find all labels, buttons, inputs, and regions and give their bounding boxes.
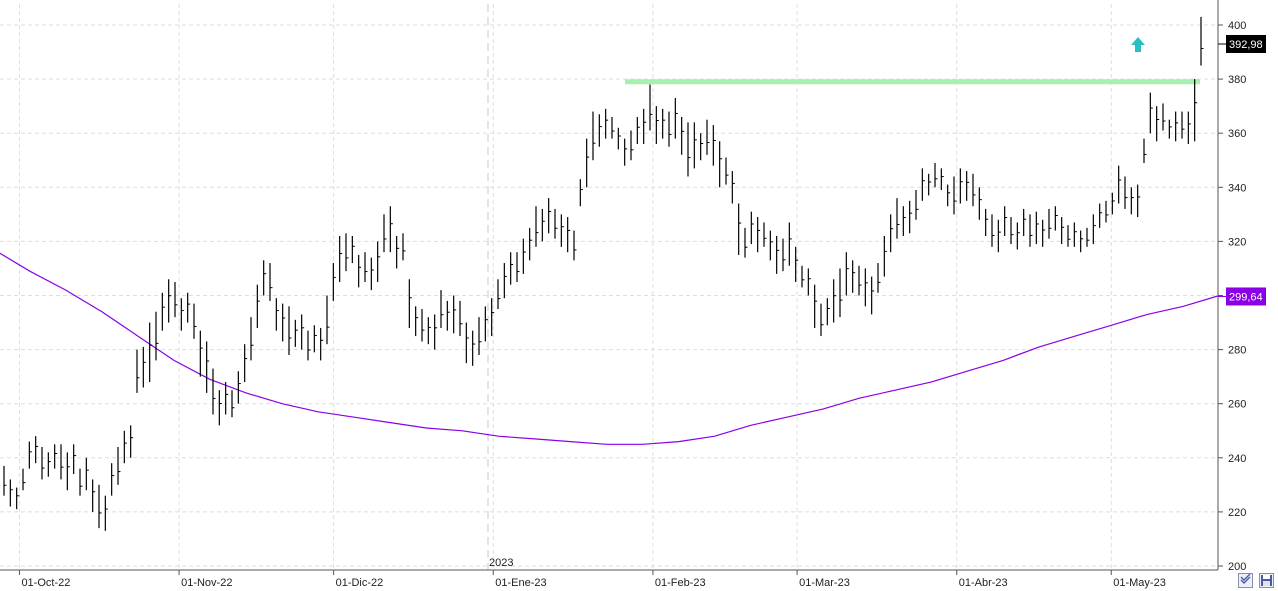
y-tick-label: 360 xyxy=(1228,128,1246,140)
last-price-badge xyxy=(1226,34,1266,53)
y-tick-label: 320 xyxy=(1228,236,1246,248)
x-tick-label: 01-Mar-23 xyxy=(799,577,850,589)
moving-average-path xyxy=(0,252,1220,445)
y-tick-label: 340 xyxy=(1228,182,1246,194)
x-tick-label: 01-Abr-23 xyxy=(959,577,1008,589)
y-tick-label: 400 xyxy=(1228,20,1246,32)
x-tick-label: 01-Ene-23 xyxy=(495,577,546,589)
y-tick-label: 200 xyxy=(1228,561,1246,573)
moving-average-value-label: 299,64 xyxy=(1229,291,1263,303)
chart-grid xyxy=(0,4,1218,570)
y-tick-label: 280 xyxy=(1228,345,1246,357)
moving-average-badge xyxy=(1226,287,1266,306)
y-tick-label: 380 xyxy=(1228,74,1246,86)
zoom-icon xyxy=(1240,574,1251,584)
y-axis: 200220240260280300320340360380400 xyxy=(1218,20,1246,573)
y-tick-label: 240 xyxy=(1228,453,1246,465)
x-tick-label: 01-Feb-23 xyxy=(655,577,706,589)
x-tick-label: 01-Dic-22 xyxy=(336,577,384,589)
price-bars xyxy=(3,16,1204,531)
save-icon xyxy=(1261,575,1272,586)
x-tick-label: 01-May-23 xyxy=(1113,577,1166,589)
y-tick-label: 260 xyxy=(1228,399,1246,411)
up-arrow-icon xyxy=(1131,37,1145,52)
x-axis: 01-Oct-22 01-Nov-22 01-Dic-22 01-Ene-23 01-F… xyxy=(18,570,1166,589)
year-label: 2023 xyxy=(489,557,513,569)
last-price-label: 392,98 xyxy=(1229,39,1263,51)
x-tick-label: 01-Nov-22 xyxy=(181,577,232,589)
x-tick-label: 01-Oct-22 xyxy=(21,577,70,589)
zoom-button[interactable] xyxy=(1238,573,1253,588)
y-tick-label: 220 xyxy=(1228,507,1246,519)
price-badges: 392,98 299,64 xyxy=(1218,34,1266,306)
save-button[interactable] xyxy=(1259,573,1274,588)
moving-average-line xyxy=(0,252,1220,445)
